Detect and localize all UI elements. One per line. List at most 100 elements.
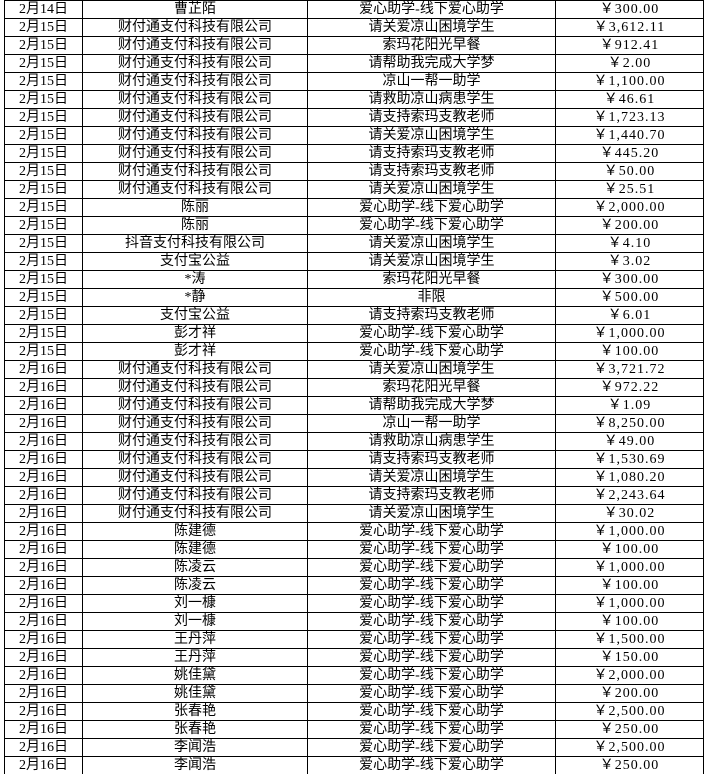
cell-donation-amount[interactable]: ￥500.00	[555, 288, 704, 307]
cell-donor-name[interactable]: 彭才祥	[82, 324, 308, 343]
cell-project-name[interactable]: 请关爱凉山困境学生	[307, 468, 556, 487]
cell-donor-name[interactable]: 财付通支付科技有限公司	[82, 414, 308, 433]
cell-donation-amount[interactable]: ￥6.01	[555, 306, 704, 325]
cell-donation-date[interactable]: 2月16日	[4, 666, 83, 685]
cell-donation-date[interactable]: 2月15日	[4, 36, 83, 55]
cell-donor-name[interactable]: 陈凌云	[82, 558, 308, 577]
cell-donor-name[interactable]: 刘一槺	[82, 612, 308, 631]
cell-project-name[interactable]: 请支持索玛支教老师	[307, 144, 556, 163]
cell-donor-name[interactable]: 支付宝公益	[82, 252, 308, 271]
cell-project-name[interactable]: 爱心助学-线下爱心助学	[307, 612, 556, 631]
cell-donation-amount[interactable]: ￥1,000.00	[555, 522, 704, 541]
cell-donation-amount[interactable]: ￥445.20	[555, 144, 704, 163]
cell-project-name[interactable]: 请关爱凉山困境学生	[307, 252, 556, 271]
cell-project-name[interactable]: 爱心助学-线下爱心助学	[307, 630, 556, 649]
cell-donation-amount[interactable]: ￥972.22	[555, 378, 704, 397]
cell-donation-amount[interactable]: ￥1,440.70	[555, 126, 704, 145]
cell-donor-name[interactable]: 陈凌云	[82, 576, 308, 595]
cell-donor-name[interactable]: 支付宝公益	[82, 306, 308, 325]
cell-donation-amount[interactable]: ￥50.00	[555, 162, 704, 181]
cell-project-name[interactable]: 请支持索玛支教老师	[307, 306, 556, 325]
cell-donation-date[interactable]: 2月16日	[4, 486, 83, 505]
cell-donation-amount[interactable]: ￥1,000.00	[555, 558, 704, 577]
cell-project-name[interactable]: 请支持索玛支教老师	[307, 162, 556, 181]
cell-donation-amount[interactable]: ￥1,080.20	[555, 468, 704, 487]
cell-project-name[interactable]: 请支持索玛支教老师	[307, 450, 556, 469]
cell-donation-amount[interactable]: ￥250.00	[555, 720, 704, 739]
cell-donation-date[interactable]: 2月15日	[4, 108, 83, 127]
cell-donor-name[interactable]: 张春艳	[82, 720, 308, 739]
cell-donation-date[interactable]: 2月15日	[4, 126, 83, 145]
cell-donation-amount[interactable]: ￥1,500.00	[555, 630, 704, 649]
cell-donation-date[interactable]: 2月16日	[4, 468, 83, 487]
cell-donor-name[interactable]: 财付通支付科技有限公司	[82, 72, 308, 91]
cell-donor-name[interactable]: *静	[82, 288, 308, 307]
cell-donation-date[interactable]: 2月15日	[4, 72, 83, 91]
cell-donor-name[interactable]: 张春艳	[82, 702, 308, 721]
cell-donation-amount[interactable]: ￥1,000.00	[555, 594, 704, 613]
cell-project-name[interactable]: 爱心助学-线下爱心助学	[307, 684, 556, 703]
cell-donation-amount[interactable]: ￥25.51	[555, 180, 704, 199]
cell-donation-amount[interactable]: ￥200.00	[555, 684, 704, 703]
cell-donation-amount[interactable]: ￥1,100.00	[555, 72, 704, 91]
cell-donor-name[interactable]: 姚佳黛	[82, 684, 308, 703]
cell-project-name[interactable]: 请关爱凉山困境学生	[307, 360, 556, 379]
cell-donation-amount[interactable]: ￥1,723.13	[555, 108, 704, 127]
cell-project-name[interactable]: 爱心助学-线下爱心助学	[307, 540, 556, 559]
cell-donation-amount[interactable]: ￥1,000.00	[555, 324, 704, 343]
cell-project-name[interactable]: 请帮助我完成大学梦	[307, 396, 556, 415]
cell-donation-date[interactable]: 2月15日	[4, 90, 83, 109]
cell-donor-name[interactable]: *涛	[82, 270, 308, 289]
cell-donor-name[interactable]: 财付通支付科技有限公司	[82, 504, 308, 523]
cell-donation-date[interactable]: 2月16日	[4, 702, 83, 721]
cell-project-name[interactable]: 请支持索玛支教老师	[307, 108, 556, 127]
cell-donation-amount[interactable]: ￥100.00	[555, 612, 704, 631]
cell-donation-date[interactable]: 2月15日	[4, 324, 83, 343]
cell-donation-date[interactable]: 2月16日	[4, 756, 83, 774]
cell-donation-amount[interactable]: ￥100.00	[555, 540, 704, 559]
cell-project-name[interactable]: 请关爱凉山困境学生	[307, 234, 556, 253]
cell-donation-amount[interactable]: ￥200.00	[555, 216, 704, 235]
cell-donation-amount[interactable]: ￥49.00	[555, 432, 704, 451]
cell-donation-date[interactable]: 2月16日	[4, 504, 83, 523]
cell-donation-date[interactable]: 2月16日	[4, 648, 83, 667]
cell-donation-date[interactable]: 2月16日	[4, 558, 83, 577]
cell-donation-date[interactable]: 2月16日	[4, 522, 83, 541]
cell-donation-date[interactable]: 2月16日	[4, 360, 83, 379]
cell-project-name[interactable]: 爱心助学-线下爱心助学	[307, 324, 556, 343]
cell-donor-name[interactable]: 财付通支付科技有限公司	[82, 36, 308, 55]
cell-project-name[interactable]: 爱心助学-线下爱心助学	[307, 594, 556, 613]
cell-donor-name[interactable]: 彭才祥	[82, 342, 308, 361]
cell-donation-date[interactable]: 2月16日	[4, 738, 83, 757]
cell-donor-name[interactable]: 财付通支付科技有限公司	[82, 126, 308, 145]
cell-donation-amount[interactable]: ￥3,721.72	[555, 360, 704, 379]
cell-project-name[interactable]: 索玛花阳光早餐	[307, 36, 556, 55]
cell-project-name[interactable]: 爱心助学-线下爱心助学	[307, 576, 556, 595]
cell-project-name[interactable]: 索玛花阳光早餐	[307, 378, 556, 397]
cell-donation-date[interactable]: 2月15日	[4, 252, 83, 271]
cell-donor-name[interactable]: 财付通支付科技有限公司	[82, 450, 308, 469]
cell-donor-name[interactable]: 财付通支付科技有限公司	[82, 54, 308, 73]
cell-donation-amount[interactable]: ￥2.00	[555, 54, 704, 73]
cell-donation-date[interactable]: 2月16日	[4, 720, 83, 739]
cell-project-name[interactable]: 爱心助学-线下爱心助学	[307, 720, 556, 739]
cell-donor-name[interactable]: 抖音支付科技有限公司	[82, 234, 308, 253]
cell-donation-amount[interactable]: ￥4.10	[555, 234, 704, 253]
cell-donation-date[interactable]: 2月16日	[4, 432, 83, 451]
cell-donor-name[interactable]: 李闻浩	[82, 756, 308, 774]
cell-donation-date[interactable]: 2月15日	[4, 342, 83, 361]
cell-project-name[interactable]: 爱心助学-线下爱心助学	[307, 216, 556, 235]
cell-donation-amount[interactable]: ￥46.61	[555, 90, 704, 109]
cell-donor-name[interactable]: 王丹萍	[82, 648, 308, 667]
cell-donation-amount[interactable]: ￥2,500.00	[555, 738, 704, 757]
cell-donation-date[interactable]: 2月15日	[4, 270, 83, 289]
cell-donor-name[interactable]: 财付通支付科技有限公司	[82, 108, 308, 127]
cell-donation-date[interactable]: 2月15日	[4, 180, 83, 199]
cell-donation-date[interactable]: 2月16日	[4, 594, 83, 613]
cell-donor-name[interactable]: 财付通支付科技有限公司	[82, 468, 308, 487]
cell-donation-date[interactable]: 2月15日	[4, 216, 83, 235]
cell-project-name[interactable]: 爱心助学-线下爱心助学	[307, 0, 556, 19]
cell-donor-name[interactable]: 曹芷陌	[82, 0, 308, 19]
cell-donor-name[interactable]: 姚佳黛	[82, 666, 308, 685]
cell-donation-date[interactable]: 2月15日	[4, 306, 83, 325]
